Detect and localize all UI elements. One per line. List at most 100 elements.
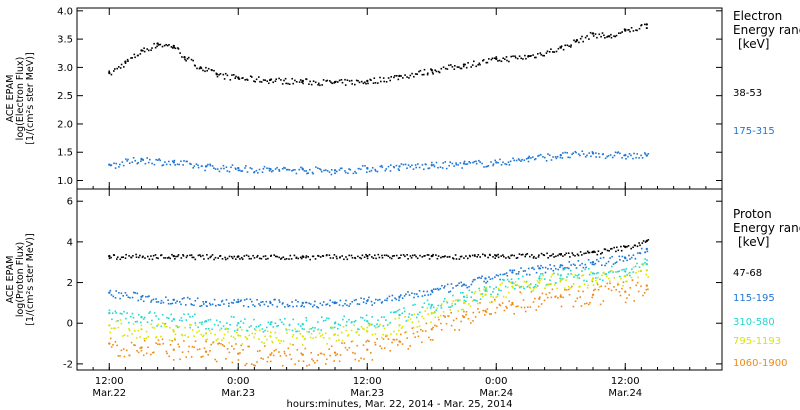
data-point-proton-795-1193 — [362, 327, 364, 330]
data-point-proton-795-1193 — [270, 331, 272, 334]
data-point-proton-1060-1900 — [440, 322, 442, 325]
data-point-proton-795-1193 — [544, 287, 546, 289]
data-point-proton-310-580 — [342, 318, 344, 321]
data-point-proton-47-68 — [507, 256, 510, 258]
data-point-proton-115-195 — [245, 298, 248, 300]
data-point-proton-795-1193 — [330, 326, 333, 328]
data-point-electron-38-53 — [231, 74, 233, 76]
data-point-proton-310-580 — [578, 277, 581, 279]
data-point-proton-310-580 — [203, 320, 206, 323]
data-point-proton-1060-1900 — [134, 344, 136, 347]
data-point-proton-115-195 — [267, 305, 269, 308]
data-value-proton-310-580 — [108, 311, 111, 315]
data-point-proton-115-195 — [317, 306, 320, 309]
data-point-electron-38-53 — [288, 83, 291, 85]
data-point-proton-310-580 — [646, 259, 648, 261]
data-point-proton-1060-1900 — [137, 351, 140, 354]
data-point-proton-47-68 — [524, 255, 526, 258]
data-point-electron-38-53 — [344, 84, 347, 86]
data-point-electron-175-315 — [538, 154, 540, 157]
data-point-electron-38-53 — [431, 71, 434, 74]
data-value-proton-1060-1900 — [108, 342, 111, 345]
data-value-electron-175-315 — [140, 157, 143, 161]
data-point-proton-795-1193 — [147, 336, 149, 338]
data-point-proton-795-1193 — [462, 308, 465, 311]
data-value-electron-38-53 — [108, 71, 111, 75]
data-point-proton-1060-1900 — [594, 288, 596, 291]
data-point-proton-795-1193 — [347, 333, 350, 336]
data-point-proton-47-68 — [280, 257, 283, 260]
data-point-proton-47-68 — [148, 258, 151, 260]
data-point-electron-38-53 — [187, 56, 190, 59]
data-point-proton-310-580 — [178, 319, 181, 322]
data-point-proton-310-580 — [619, 275, 621, 278]
data-point-electron-38-53 — [387, 77, 390, 79]
data-point-proton-310-580 — [468, 289, 471, 292]
data-point-proton-47-68 — [343, 258, 345, 261]
data-point-proton-47-68 — [262, 255, 265, 258]
data-point-proton-795-1193 — [266, 330, 269, 332]
data-point-proton-1060-1900 — [139, 347, 141, 349]
data-point-proton-795-1193 — [532, 289, 534, 292]
data-point-proton-310-580 — [363, 319, 366, 322]
data-point-electron-175-315 — [584, 156, 587, 158]
data-point-proton-795-1193 — [145, 337, 147, 340]
data-point-proton-1060-1900 — [237, 359, 240, 361]
data-point-proton-115-195 — [152, 298, 155, 301]
data-point-proton-47-68 — [322, 255, 325, 257]
data-point-proton-115-195 — [287, 305, 289, 308]
data-point-proton-115-195 — [574, 264, 576, 267]
data-point-proton-47-68 — [522, 253, 524, 256]
data-point-proton-795-1193 — [643, 263, 645, 265]
data-point-electron-38-53 — [255, 78, 258, 81]
data-point-electron-175-315 — [164, 161, 166, 163]
data-point-proton-795-1193 — [626, 280, 628, 283]
data-point-electron-175-315 — [173, 159, 176, 162]
data-point-electron-38-53 — [586, 35, 588, 37]
data-point-proton-47-68 — [455, 258, 458, 260]
data-point-proton-795-1193 — [545, 284, 547, 287]
data-point-proton-115-195 — [230, 301, 233, 304]
data-point-electron-175-315 — [287, 168, 289, 171]
data-point-proton-310-580 — [230, 315, 233, 318]
data-point-proton-310-580 — [423, 302, 426, 304]
data-point-proton-47-68 — [409, 255, 412, 257]
data-point-electron-175-315 — [344, 171, 347, 174]
data-point-proton-1060-1900 — [368, 340, 370, 343]
data-point-proton-115-195 — [147, 295, 149, 298]
data-point-proton-1060-1900 — [207, 354, 209, 356]
data-point-proton-47-68 — [256, 256, 258, 258]
data-point-proton-310-580 — [561, 278, 563, 280]
data-point-proton-795-1193 — [239, 335, 242, 337]
data-value-proton-115-195 — [108, 291, 111, 294]
data-point-electron-175-315 — [590, 155, 592, 158]
data-point-electron-175-315 — [575, 151, 577, 154]
data-point-electron-38-53 — [379, 76, 381, 79]
data-point-electron-175-315 — [532, 156, 534, 158]
data-point-proton-47-68 — [168, 256, 170, 259]
data-point-electron-175-315 — [218, 170, 221, 173]
data-value-electron-38-53 — [124, 60, 127, 63]
data-point-proton-115-195 — [517, 273, 520, 275]
data-point-proton-795-1193 — [312, 337, 314, 339]
data-point-proton-310-580 — [300, 325, 302, 327]
data-value-proton-1060-1900 — [591, 293, 595, 296]
data-point-proton-115-195 — [522, 270, 525, 272]
x-tick-date-label: Mar.22 — [92, 388, 126, 399]
data-point-electron-38-53 — [224, 72, 227, 75]
data-point-proton-310-580 — [508, 280, 510, 283]
data-point-electron-38-53 — [573, 39, 575, 42]
data-point-proton-115-195 — [437, 289, 440, 291]
data-point-proton-795-1193 — [128, 329, 131, 332]
data-point-proton-47-68 — [579, 251, 582, 253]
data-point-proton-795-1193 — [163, 323, 166, 326]
data-point-proton-115-195 — [405, 293, 407, 295]
data-point-proton-310-580 — [403, 307, 405, 309]
data-point-proton-310-580 — [161, 314, 164, 316]
data-value-proton-795-1193 — [108, 324, 111, 327]
data-value-proton-115-195 — [269, 301, 272, 305]
data-point-proton-795-1193 — [595, 279, 597, 282]
data-point-electron-175-315 — [241, 170, 244, 172]
data-point-proton-1060-1900 — [320, 352, 323, 355]
data-point-proton-47-68 — [312, 255, 315, 258]
